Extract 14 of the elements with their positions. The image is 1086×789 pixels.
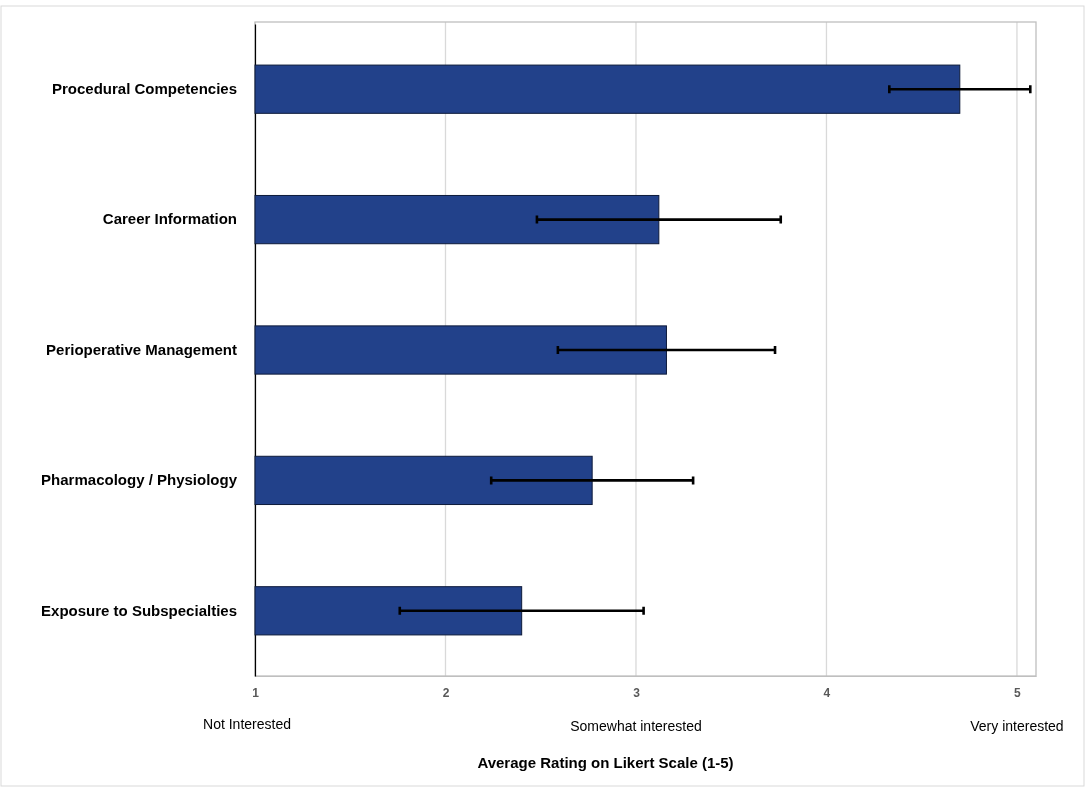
x-tick-label: 5: [1014, 685, 1022, 700]
y-tick-label: Exposure to Subspecialties: [41, 601, 237, 619]
y-tick-label: Perioperative Management: [46, 340, 237, 358]
x-tick-label: 2: [442, 685, 450, 700]
x-tick-label: 1: [252, 685, 260, 700]
x-axis-title: Average Rating on Likert Scale (1-5): [477, 754, 734, 771]
x-tick-label: 4: [823, 685, 831, 700]
y-tick-label: Career Information: [102, 210, 237, 228]
text: Somewhat interested: [570, 718, 702, 734]
text: Not Interested: [203, 716, 291, 732]
x-tick-label: 3: [633, 685, 641, 700]
y-tick-label: Pharmacology / Physiology: [41, 471, 238, 489]
y-tick-label: Procedural Competencies: [51, 80, 237, 97]
text: Very interested: [970, 718, 1064, 734]
